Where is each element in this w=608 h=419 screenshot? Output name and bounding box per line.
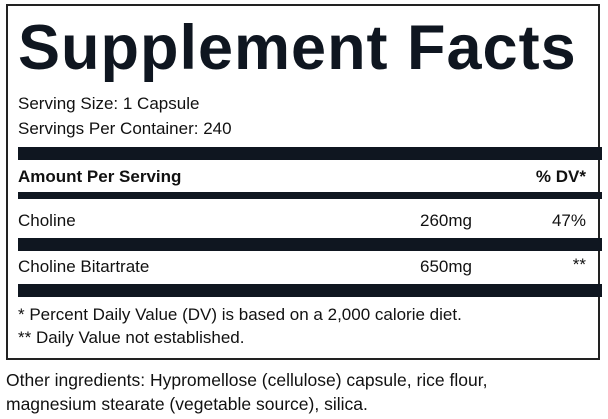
row-amount: 260mg [420, 211, 472, 230]
row-name: Choline Bitartrate [18, 257, 150, 276]
other-ingredients: magnesium stearate (vegetable source), s… [6, 394, 368, 414]
amount-per-serving-header: Amount Per Serving [18, 167, 182, 186]
row-dv: 47% [551, 211, 586, 230]
footnote: * Percent Daily Value (DV) is based on a… [18, 305, 462, 324]
panel-title: Supplement Facts [18, 13, 577, 83]
divider [18, 192, 602, 199]
footnote: ** Daily Value not established. [18, 328, 245, 347]
divider-thick [18, 147, 602, 160]
supplement-facts-panel: Supplement Facts Serving Size: 1 Capsule… [6, 4, 602, 360]
servings-per-container: Servings Per Container: 240 [18, 119, 232, 138]
row-dv: ** [572, 255, 586, 274]
divider-thick [18, 238, 602, 251]
row-amount: 650mg [420, 257, 472, 276]
serving-size: Serving Size: 1 Capsule [18, 94, 200, 113]
divider-thick [18, 284, 602, 297]
other-ingredients: Other ingredients: Hypromellose (cellulo… [6, 370, 488, 390]
dv-header: % DV* [535, 167, 586, 186]
row-name: Choline [18, 211, 76, 230]
